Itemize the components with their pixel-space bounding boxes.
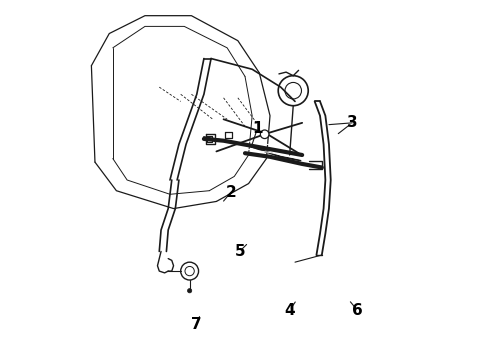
Circle shape xyxy=(188,289,192,293)
Text: 1: 1 xyxy=(252,121,263,136)
Text: 5: 5 xyxy=(234,244,245,259)
Circle shape xyxy=(260,130,269,139)
Text: 3: 3 xyxy=(347,115,358,130)
Text: 6: 6 xyxy=(352,303,363,318)
Text: 2: 2 xyxy=(225,185,236,200)
Text: 7: 7 xyxy=(192,317,202,332)
Text: 4: 4 xyxy=(284,303,295,318)
